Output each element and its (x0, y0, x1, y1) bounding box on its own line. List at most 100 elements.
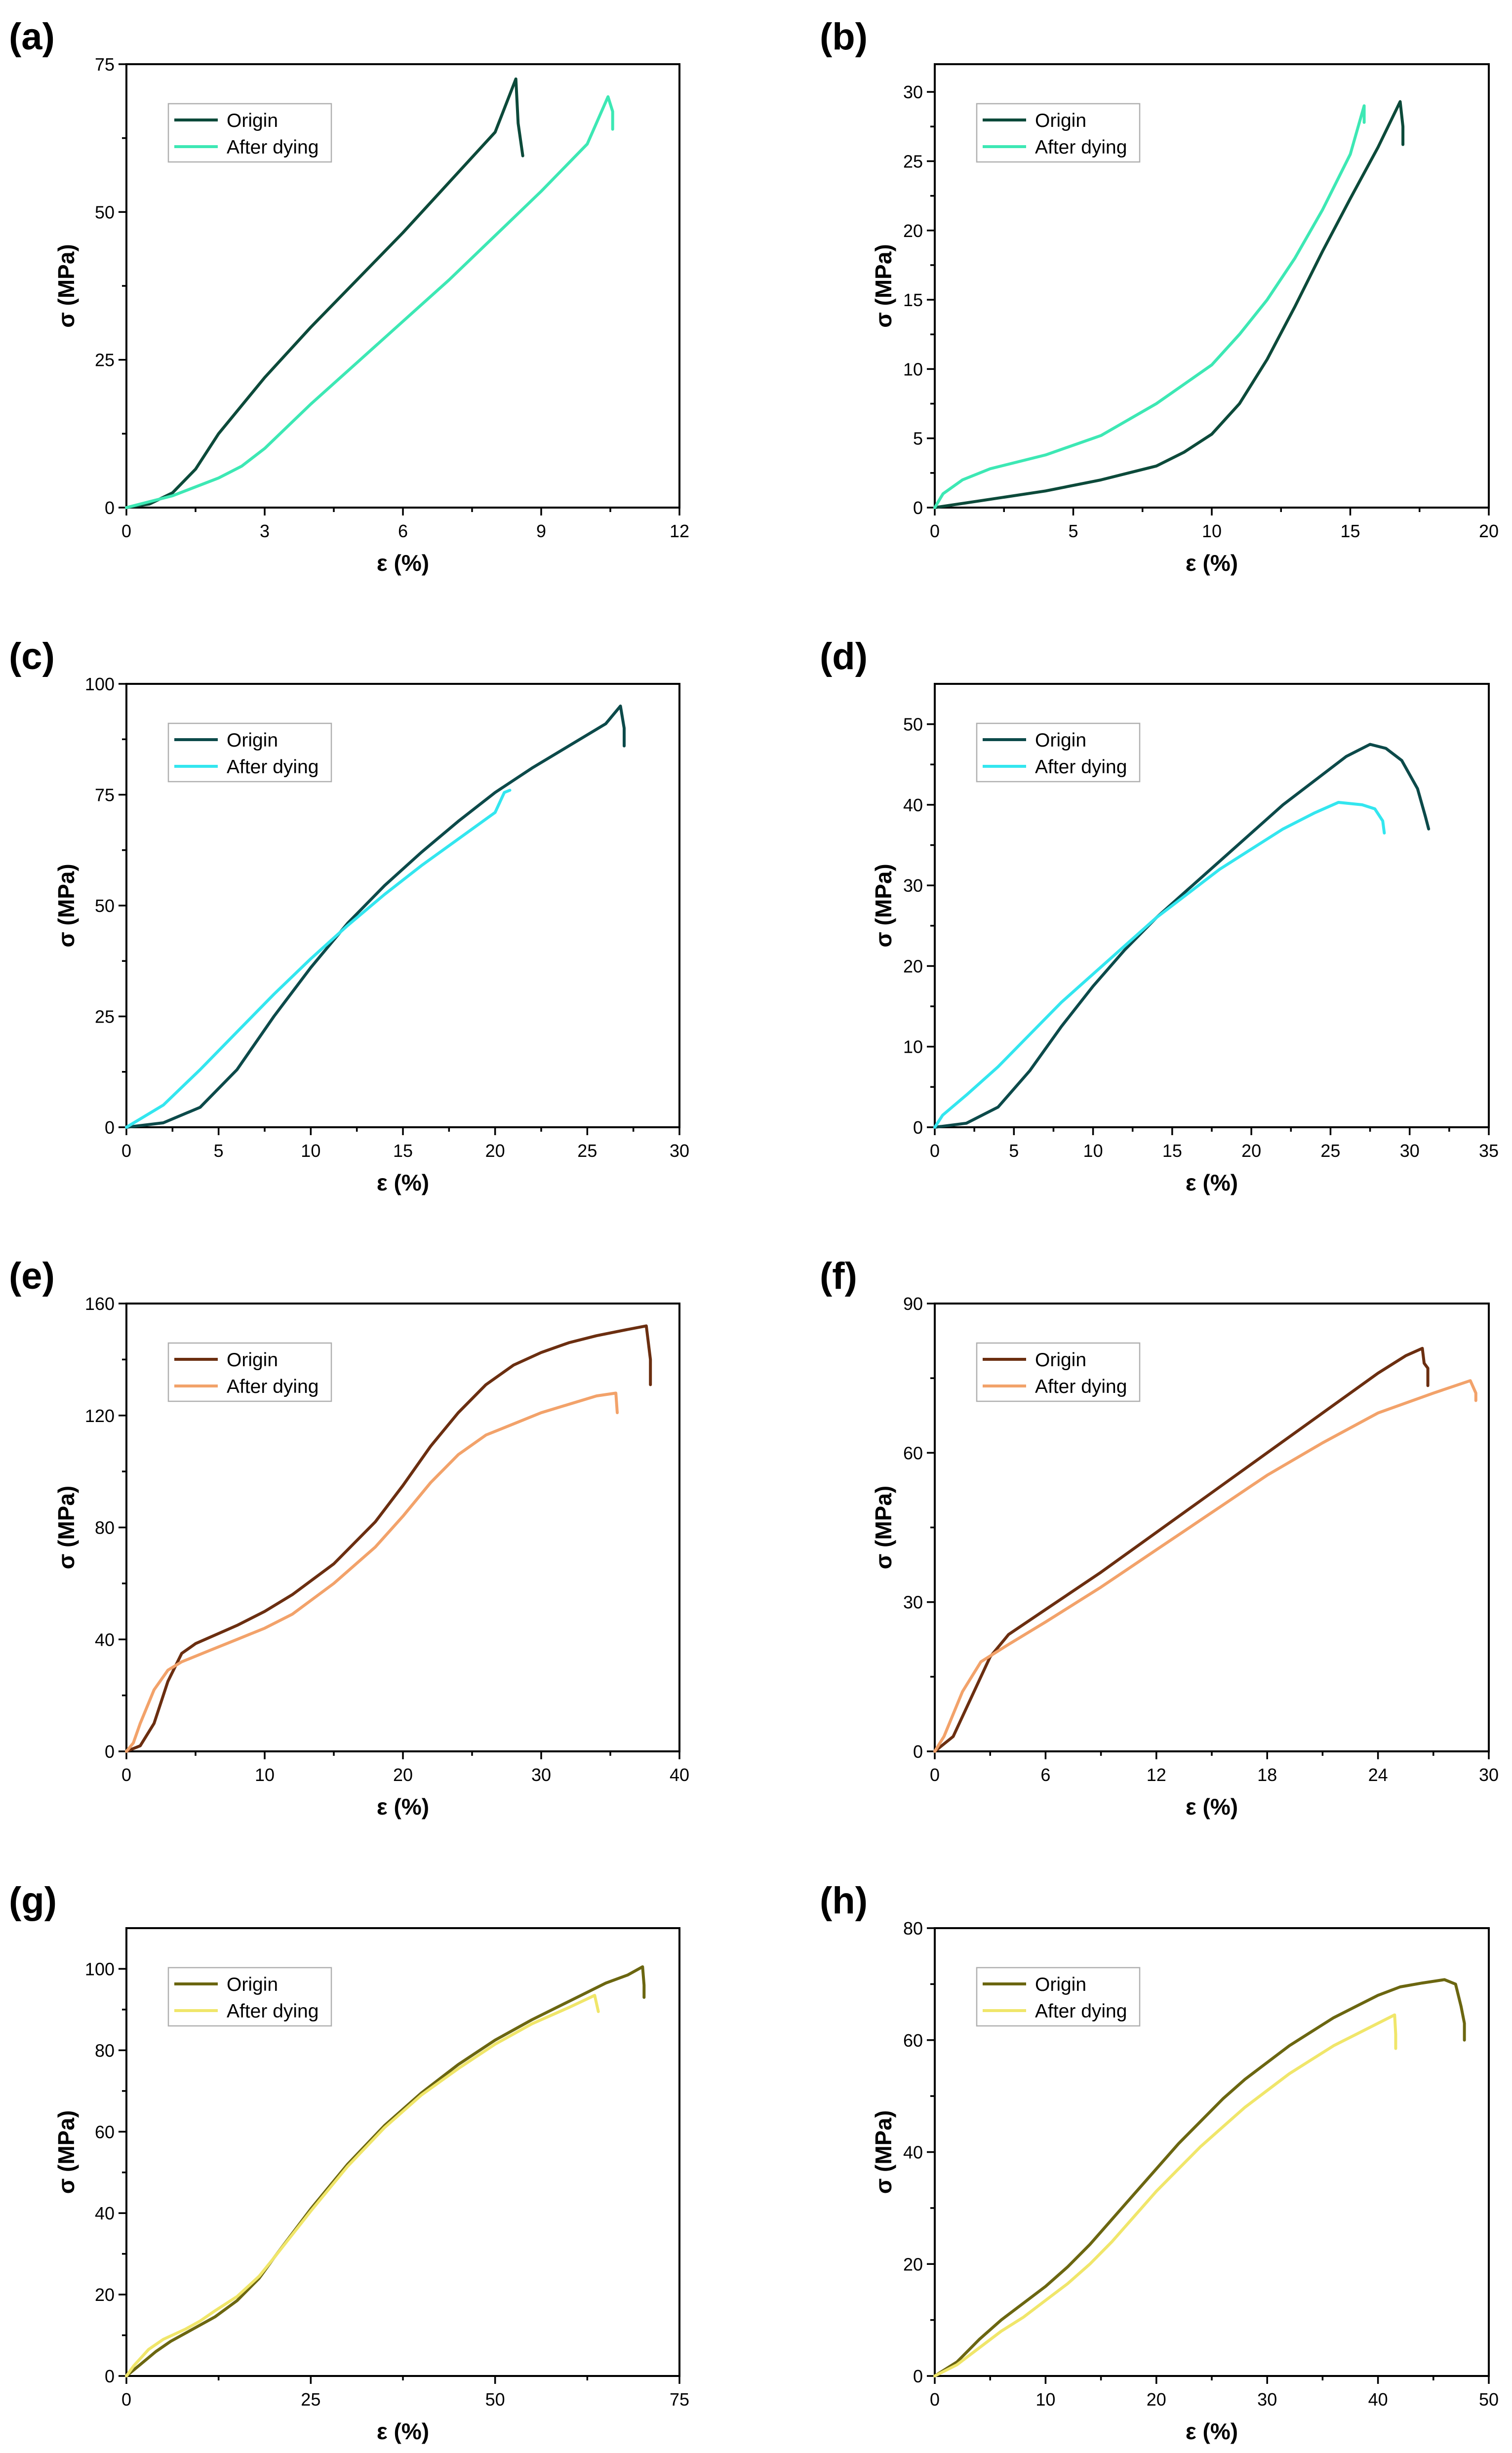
y-tick-label: 50 (95, 202, 115, 222)
legend-label: After dying (227, 2001, 318, 2022)
legend-label: Origin (227, 1974, 278, 1995)
series-line-origin (125, 1965, 646, 2377)
x-tick-label: 50 (1479, 2389, 1499, 2410)
y-tick-label: 20 (903, 2254, 923, 2274)
panel-g: (g) 0 25 50 75 0 20 40 60 80 100 ε (%) σ (MPa) Origin… (9, 1880, 689, 2444)
x-tick-label: 15 (393, 1141, 413, 1161)
x-axis-title: ε (%) (377, 2418, 429, 2444)
legend: Origin After dying (167, 1967, 332, 2027)
x-tick-label: 30 (1479, 1765, 1499, 1785)
legend-box (976, 1967, 1141, 2027)
y-tick-label: 80 (903, 1918, 923, 1939)
y-axis-title: σ (MPa) (871, 1486, 896, 1569)
x-tick-label: 20 (1479, 521, 1499, 541)
y-axis-title: σ (MPa) (53, 864, 79, 947)
x-tick-label: 5 (214, 1141, 224, 1161)
y-tick-label: 60 (903, 2030, 923, 2051)
legend-label: After dying (1035, 137, 1127, 158)
x-tick-label: 35 (1479, 1141, 1499, 1161)
legend-box (167, 103, 332, 163)
legend: Origin After dying (167, 1342, 332, 1402)
series-line-origin (125, 1324, 652, 1753)
series-line-after-dying (125, 1391, 619, 1753)
x-tick-label: 0 (930, 1765, 940, 1785)
y-axis-title: σ (MPa) (871, 244, 896, 327)
y-tick-label: 75 (95, 785, 115, 805)
legend-label: After dying (227, 137, 318, 158)
x-tick-label: 25 (301, 2389, 320, 2410)
series-line-after-dying (125, 95, 614, 509)
x-tick-label: 0 (121, 1765, 131, 1785)
legend-label: After dying (227, 756, 318, 778)
y-axis-title: σ (MPa) (53, 2110, 79, 2194)
y-axis-title: σ (MPa) (871, 864, 896, 947)
legend: Origin After dying (976, 722, 1141, 783)
y-axis-title: σ (MPa) (53, 1486, 79, 1569)
x-tick-label: 5 (1068, 521, 1078, 541)
x-axis-title: ε (%) (377, 550, 429, 576)
panel-label: (h) (820, 1880, 868, 1922)
legend-label: After dying (1035, 1376, 1127, 1397)
x-tick-label: 10 (1035, 2389, 1055, 2410)
x-tick-label: 6 (1040, 1765, 1050, 1785)
y-axis-title: σ (MPa) (53, 244, 79, 327)
x-tick-label: 40 (670, 1765, 689, 1785)
series-line-origin (125, 704, 626, 1129)
legend-label: After dying (1035, 756, 1127, 778)
y-tick-label: 0 (913, 1741, 923, 1762)
x-tick-label: 18 (1257, 1765, 1277, 1785)
legend-label: Origin (1035, 1349, 1086, 1371)
legend-label: Origin (1035, 110, 1086, 131)
legend: Origin After dying (167, 103, 332, 163)
y-tick-label: 160 (85, 1294, 115, 1314)
x-tick-label: 30 (670, 1141, 689, 1161)
x-tick-label: 25 (1320, 1141, 1340, 1161)
y-tick-label: 20 (903, 221, 923, 241)
y-tick-label: 10 (903, 359, 923, 379)
y-tick-label: 25 (95, 350, 115, 370)
panel-d: (d) 0 5 10 15 20 25 30 35 0 10 20 30 40 50 ε (%) σ (MPa)… (820, 635, 1499, 1195)
x-tick-label: 30 (1400, 1141, 1420, 1161)
x-tick-label: 30 (1257, 2389, 1277, 2410)
panel-h: (h) 0 10 20 30 40 50 0 20 40 60 80 ε (%) σ (MPa) Origi… (820, 1880, 1499, 2444)
y-tick-label: 120 (85, 1406, 115, 1426)
series-line-origin (933, 743, 1431, 1129)
y-tick-label: 15 (903, 290, 923, 310)
series-line-origin (933, 1346, 1430, 1753)
y-tick-label: 25 (95, 1007, 115, 1027)
x-axis-title: ε (%) (1186, 2418, 1238, 2444)
x-tick-label: 12 (670, 521, 689, 541)
series-line-after-dying (933, 1379, 1477, 1753)
legend-label: Origin (1035, 730, 1086, 751)
series-line-after-dying (125, 1994, 600, 2377)
y-tick-label: 50 (903, 714, 923, 735)
y-tick-label: 0 (105, 498, 115, 518)
panel-a: (a) 0 3 6 9 12 0 25 50 75 ε (%) σ (MPa) Origin After … (9, 16, 689, 576)
x-tick-label: 10 (255, 1765, 275, 1785)
y-axis-title: σ (MPa) (871, 2110, 896, 2194)
x-axis-title: ε (%) (377, 1170, 429, 1195)
panel-label: (g) (9, 1880, 57, 1922)
legend-label: Origin (1035, 1974, 1086, 1995)
series-line-after-dying (125, 789, 512, 1129)
x-tick-label: 15 (1340, 521, 1360, 541)
x-tick-label: 0 (121, 1141, 131, 1161)
y-tick-label: 75 (95, 54, 115, 75)
panel-label: (a) (9, 16, 55, 58)
legend-label: After dying (1035, 2001, 1127, 2022)
y-tick-label: 60 (903, 1443, 923, 1463)
y-tick-label: 30 (903, 875, 923, 896)
x-tick-label: 20 (393, 1765, 413, 1785)
y-tick-label: 100 (85, 674, 115, 694)
y-tick-label: 0 (105, 1117, 115, 1138)
legend: Origin After dying (976, 1342, 1141, 1402)
y-tick-label: 20 (903, 956, 923, 976)
y-tick-label: 100 (85, 1959, 115, 1979)
x-tick-label: 15 (1162, 1141, 1182, 1161)
legend: Origin After dying (976, 103, 1141, 163)
y-tick-label: 40 (95, 2203, 115, 2223)
legend-box (167, 722, 332, 783)
y-tick-label: 40 (903, 795, 923, 815)
x-tick-label: 25 (577, 1141, 597, 1161)
